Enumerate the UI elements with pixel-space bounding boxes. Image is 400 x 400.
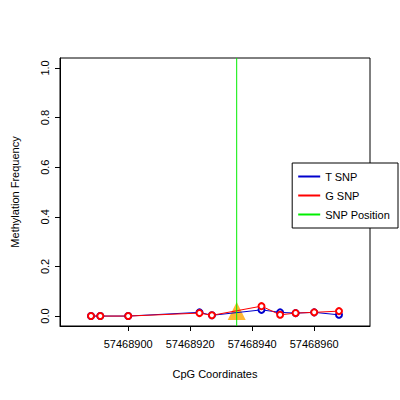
svg-text:0.8: 0.8 [39, 110, 51, 125]
svg-text:57468920: 57468920 [166, 338, 215, 350]
svg-text:0.2: 0.2 [39, 259, 51, 274]
svg-text:SNP Position: SNP Position [325, 209, 390, 221]
svg-text:57468900: 57468900 [104, 338, 153, 350]
svg-text:0.4: 0.4 [39, 209, 51, 224]
svg-text:57468940: 57468940 [228, 338, 277, 350]
svg-text:0.6: 0.6 [39, 160, 51, 175]
svg-text:T SNP: T SNP [325, 171, 357, 183]
svg-text:0.0: 0.0 [39, 308, 51, 323]
svg-text:G SNP: G SNP [325, 190, 359, 202]
svg-text:CpG Coordinates: CpG Coordinates [173, 368, 258, 380]
svg-text:Methylation Frequency: Methylation Frequency [9, 136, 21, 248]
svg-text:1.0: 1.0 [39, 60, 51, 75]
svg-text:57468960: 57468960 [290, 338, 339, 350]
